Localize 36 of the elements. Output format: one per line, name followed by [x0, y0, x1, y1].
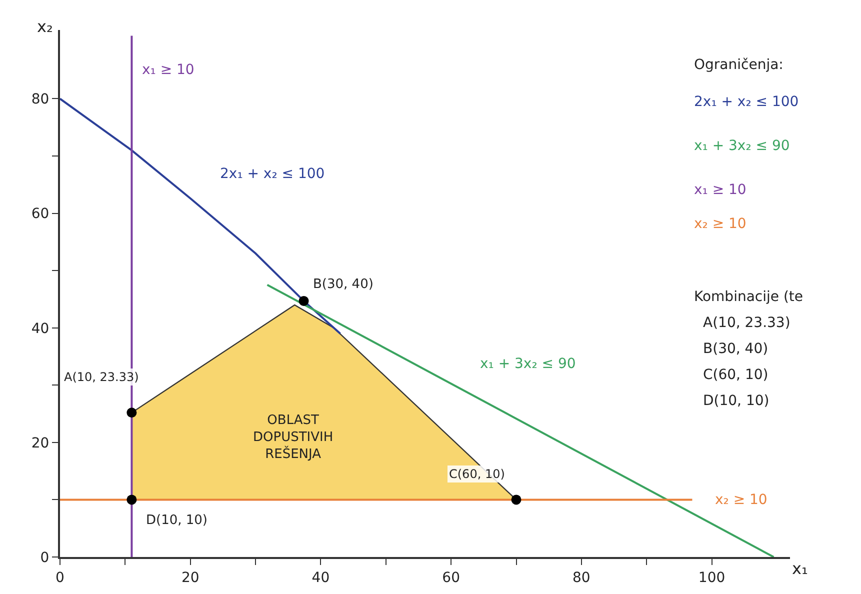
- point: [511, 494, 522, 505]
- x-tick-label: 80: [572, 570, 590, 586]
- x-axis-title: x₁: [792, 559, 808, 578]
- x-tick-label: 40: [312, 570, 330, 586]
- y-tick-label: 40: [31, 320, 50, 337]
- annotation: C(60, 10): [703, 367, 768, 383]
- y-tick-label: 80: [31, 92, 50, 108]
- annotation: x₁ + 3x₂ ≤ 90: [480, 356, 576, 372]
- point: [126, 408, 137, 418]
- annotation: x₁ ≥ 10: [142, 62, 194, 78]
- annotation: 2x₁ + x₂ ≤ 100: [220, 166, 325, 182]
- annotation: B(30, 40): [313, 277, 374, 292]
- annotation: D(10, 10): [703, 393, 770, 409]
- annotation: D(10, 10): [146, 513, 208, 528]
- annotation: B(30, 40): [703, 341, 768, 357]
- y-tick-label: 0: [40, 550, 50, 566]
- annotation: Kombinacije (te: [694, 289, 804, 305]
- annotation: OBLAST DOPUSTIVIH REŠENJA: [253, 413, 334, 462]
- y-axis-title: x₂: [37, 17, 53, 36]
- annotation: A(10, 23.33): [703, 315, 790, 331]
- point: [298, 296, 309, 306]
- y-tick-label: 20: [31, 435, 50, 452]
- annotation: C(60, 10): [449, 467, 505, 481]
- text: x₁ + 3x₂ ≤ 90: [694, 138, 790, 154]
- x-tick-label: 60: [442, 570, 460, 586]
- legend-title: Ograničenja:: [694, 57, 784, 73]
- x-tick-label: 0: [56, 570, 64, 586]
- text: x₂ ≥ 10: [694, 216, 746, 232]
- x-tick-label: 100: [698, 570, 726, 586]
- text: 2x₁ + x₂ ≤ 100: [694, 94, 799, 110]
- annotation: x₂ ≥ 10: [715, 492, 768, 508]
- y-tick-label: 60: [31, 206, 50, 222]
- text: x₁ ≥ 10: [694, 182, 746, 198]
- point: [126, 494, 137, 505]
- annotation: A(10, 23.33): [64, 370, 139, 384]
- x-tick-label: 20: [181, 570, 200, 586]
